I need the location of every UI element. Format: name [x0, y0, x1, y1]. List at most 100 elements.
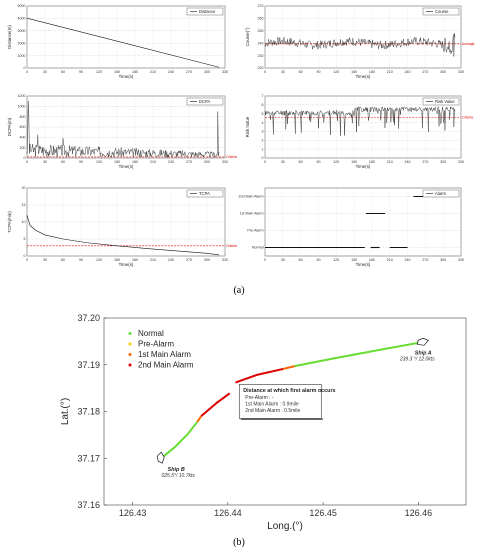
legend: Risk Value: [422, 97, 460, 106]
y-tick-label: 5: [262, 112, 264, 116]
ship-b-info: 025.5°/ 10.7kts: [161, 473, 195, 479]
x-tick-label: 330: [222, 70, 228, 74]
threshold-label: Criteria: [226, 244, 237, 248]
panel-label-a: (a): [233, 285, 244, 296]
chart-risk: 0 1 2 3 4 5 6 7 0 30 60 90 120 150 180 210 240 270 300 330 T…: [245, 94, 473, 169]
x-tick-label: 330: [458, 160, 464, 164]
x-tick-label: 180: [132, 258, 138, 262]
series-line: [26, 215, 220, 256]
x-axis-label: Time(s): [356, 262, 371, 267]
ship-a-track-segment: [294, 341, 422, 368]
plot-frame: [264, 95, 462, 159]
x-tick-label: 30: [43, 70, 47, 74]
y-tick-label: 2nd Main Alarm: [239, 195, 264, 199]
x-tick-label: 60: [61, 70, 65, 74]
legend-box: [422, 189, 460, 198]
x-axis-label: Long.(°): [267, 521, 303, 532]
x-tick-label: 210: [387, 258, 393, 262]
y-tick-label: 240: [258, 41, 264, 45]
x-tick-label: 150: [351, 160, 357, 164]
legend: Alarm: [422, 189, 460, 198]
legend-box: [422, 97, 460, 106]
threshold-label: Criteria: [226, 155, 237, 159]
threshold-label: Criteria: [462, 115, 473, 119]
annotation-line: 1st Main Alarm : 0.9mile: [245, 401, 299, 407]
y-tick-label: 1200: [18, 94, 26, 98]
x-axis-label: Time(s): [119, 262, 134, 267]
x-tick-label: 0: [264, 160, 266, 164]
annotation-line: Pre-Alarm : -: [245, 395, 274, 401]
x-tick-label: 180: [369, 70, 375, 74]
x-tick-label: 60: [299, 70, 303, 74]
y-axis-label: DCPA(m): [7, 117, 12, 136]
panel-label-b: (b): [233, 537, 245, 548]
x-tick-label: 126.43: [119, 508, 147, 518]
legend-swatch: [128, 342, 132, 346]
ship-b-hull-icon: [156, 451, 165, 464]
y-tick-label: 0: [24, 66, 26, 70]
ship-a-track-segment: [235, 367, 284, 384]
chart-track: 37.16 37.17 37.18 37.19 37.20 126.43 126.44 126…: [60, 313, 467, 532]
chart-dcpa: 0 200 400 600 800 1000 1200 0 30 60 90 120 150 180 210…: [7, 94, 237, 169]
x-tick-label: 300: [204, 160, 210, 164]
x-tick-label: 270: [422, 160, 428, 164]
x-tick-label: 30: [43, 258, 47, 262]
y-tick-label: 37.16: [77, 500, 100, 510]
y-tick-label: 37.20: [77, 313, 100, 323]
ship-b-track-segment: [196, 415, 202, 423]
y-tick-label: 4: [262, 121, 264, 125]
x-tick-label: 90: [316, 160, 320, 164]
x-tick-label: 210: [150, 70, 156, 74]
x-tick-label: 300: [440, 70, 446, 74]
y-axis-label: Risk Value: [245, 116, 250, 137]
legend-swatch: [128, 353, 132, 356]
plot-frame: [26, 5, 226, 69]
y-axis-label: Course(°): [245, 27, 250, 46]
legend-label: 1st Main Alarm: [138, 350, 191, 359]
x-tick-label: 150: [351, 258, 357, 262]
y-tick-label: 1st Main Alarm: [240, 212, 264, 216]
ship-a-track: [235, 341, 422, 384]
x-tick-label: 126.45: [309, 508, 337, 518]
y-tick-label: 0: [262, 156, 264, 160]
x-tick-label: 60: [299, 258, 303, 262]
annotation-shadow: [240, 418, 323, 420]
y-tick-label: 37.19: [77, 360, 100, 370]
legend-label: 2nd Main Alarm: [138, 361, 194, 370]
legend-label: Alarm: [435, 191, 446, 196]
legend-swatch: [128, 332, 132, 335]
x-tick-label: 0: [26, 70, 28, 74]
y-tick-label: 7: [262, 94, 264, 98]
x-tick-label: 180: [132, 70, 138, 74]
x-tick-label: 90: [79, 258, 83, 262]
x-tick-label: 210: [150, 160, 156, 164]
x-axis-label: Time(s): [356, 164, 371, 169]
y-tick-label: 4000: [18, 17, 26, 21]
ship-a-hull-icon: [416, 337, 429, 346]
y-tick-label: 0: [24, 156, 26, 160]
x-tick-label: 240: [168, 160, 174, 164]
x-tick-label: 126.46: [405, 508, 433, 518]
y-tick-label: 230: [258, 54, 264, 58]
x-tick-label: 180: [132, 160, 138, 164]
y-tick-label: 270: [258, 4, 264, 8]
y-tick-label: 200: [20, 146, 26, 150]
alarm-distance-annotation: Distance at which first alarm occursPre-…: [238, 384, 336, 420]
x-tick-label: 150: [114, 70, 120, 74]
x-tick-label: 120: [96, 70, 102, 74]
y-tick-label: Pre-Alarm: [247, 229, 263, 233]
legend-label: DCPA: [199, 99, 211, 104]
chart-distance: 0 1000 2000 3000 4000 5000 0 30 60 90 120 150 180 210…: [7, 4, 228, 79]
legend-label: Course: [435, 9, 449, 14]
x-tick-label: 30: [281, 160, 285, 164]
x-tick-label: 126.44: [214, 508, 242, 518]
x-tick-label: 90: [79, 160, 83, 164]
x-tick-label: 270: [186, 160, 192, 164]
legend-label: Distance: [199, 9, 216, 14]
x-tick-label: 180: [369, 258, 375, 262]
x-tick-label: 90: [316, 258, 320, 262]
x-tick-label: 120: [333, 258, 339, 262]
legend-label: Pre-Alarm: [138, 340, 174, 349]
